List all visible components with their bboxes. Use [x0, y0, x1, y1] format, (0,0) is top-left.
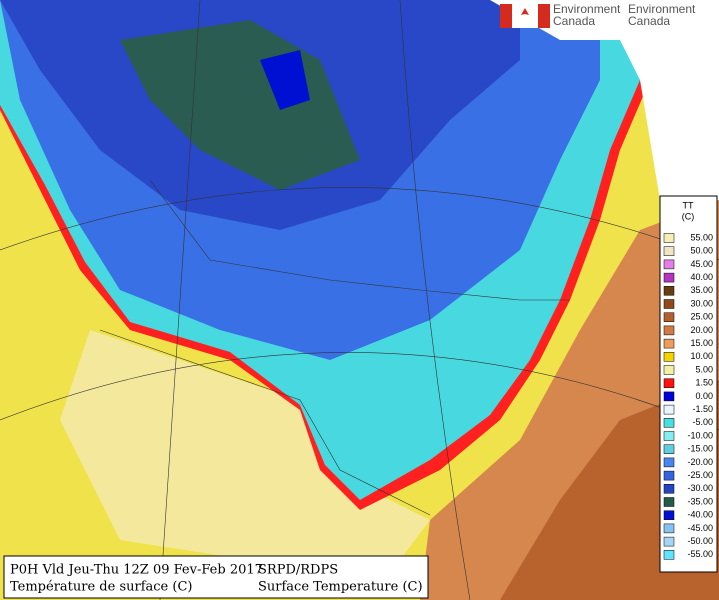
- legend-label: 10.00: [690, 351, 713, 361]
- legend-swatch: [663, 246, 675, 256]
- footer-text: Surface Temperature (C): [258, 580, 423, 595]
- legend-swatch: [663, 550, 675, 560]
- legend-label: -1.50: [692, 404, 713, 414]
- legend-swatch: [663, 523, 675, 534]
- legend-swatch: [663, 272, 675, 283]
- legend-label: -25.00: [687, 470, 713, 480]
- legend-label: 5.00: [695, 364, 713, 374]
- legend-swatch: [663, 404, 675, 415]
- logo-text: Environment: [628, 2, 696, 16]
- legend-swatch: [663, 338, 675, 349]
- legend-swatch: [663, 418, 675, 428]
- legend-swatch: [663, 391, 675, 402]
- footer-box: [3, 555, 429, 599]
- legend-swatch: [663, 510, 675, 520]
- logo-text: Canada: [628, 14, 670, 28]
- legend-label: -40.00: [687, 510, 713, 520]
- legend-label: -5.00: [692, 417, 713, 427]
- legend-swatch: [663, 286, 675, 296]
- legend-label: 0.00: [695, 391, 713, 401]
- legend-swatch: [663, 497, 675, 507]
- arctic-pocket: [260, 50, 310, 110]
- legend-swatch: [663, 484, 675, 494]
- legend-swatch: [663, 431, 675, 441]
- flag-bar: [500, 4, 512, 28]
- legend-label: -45.00: [687, 523, 713, 533]
- footer: P0H Vld Jeu-Thu 12Z 09 Fev-Feb 2017 Temp…: [3, 555, 429, 599]
- logo-text: Canada: [553, 14, 595, 28]
- logo-text: Environment: [553, 2, 621, 16]
- legend-swatch: [663, 233, 675, 243]
- legend-label: 25.00: [690, 312, 713, 322]
- legend-label: -10.00: [687, 430, 713, 440]
- land-mild: [60, 330, 430, 560]
- legend-label: -55.00: [687, 549, 713, 559]
- legend-label: -50.00: [687, 536, 713, 546]
- legend-label: -20.00: [687, 457, 713, 467]
- legend-label: -15.00: [687, 444, 713, 454]
- legend-label: 15.00: [690, 338, 713, 348]
- legend-label: 1.50: [695, 378, 713, 388]
- footer-text: P0H Vld Jeu-Thu 12Z 09 Fev-Feb 2017: [10, 563, 263, 578]
- maple-leaf: [521, 8, 529, 22]
- legend-swatch: [663, 444, 675, 454]
- legend-label: 45.00: [690, 259, 713, 269]
- legend-label: 55.00: [690, 232, 713, 242]
- legend-label: -30.00: [687, 483, 713, 493]
- legend-unit: (C): [682, 211, 695, 221]
- no-data: [490, 0, 719, 200]
- legend-label: 30.00: [690, 298, 713, 308]
- legend-swatch: [663, 457, 675, 468]
- legend-label: 20.00: [690, 325, 713, 335]
- flag-bar: [538, 4, 550, 28]
- footer-text: SRPD/RDPS: [258, 563, 338, 578]
- legend-swatch: [663, 259, 675, 270]
- legend-label: 50.00: [690, 246, 713, 256]
- footer-text: Température de surface (C): [10, 580, 192, 595]
- legend-swatch: [663, 352, 675, 362]
- legend-label: 40.00: [690, 272, 713, 282]
- legend-label: 35.00: [690, 285, 713, 295]
- logo: Environment Canada Environment Canada: [500, 2, 696, 28]
- legend-title: TT: [683, 200, 694, 210]
- legend-swatch: [663, 536, 675, 547]
- legend-label: -35.00: [687, 496, 713, 506]
- legend-swatch: [663, 312, 675, 322]
- legend-swatch: [663, 378, 675, 388]
- legend-swatch: [663, 299, 675, 309]
- legend-swatch: [663, 470, 675, 481]
- legend-swatch: [663, 365, 675, 375]
- legend-swatch: [663, 325, 675, 336]
- legend: TT (C) 55.00 50.00 45.00 40.00 35.00 30.00 25.…: [659, 195, 718, 573]
